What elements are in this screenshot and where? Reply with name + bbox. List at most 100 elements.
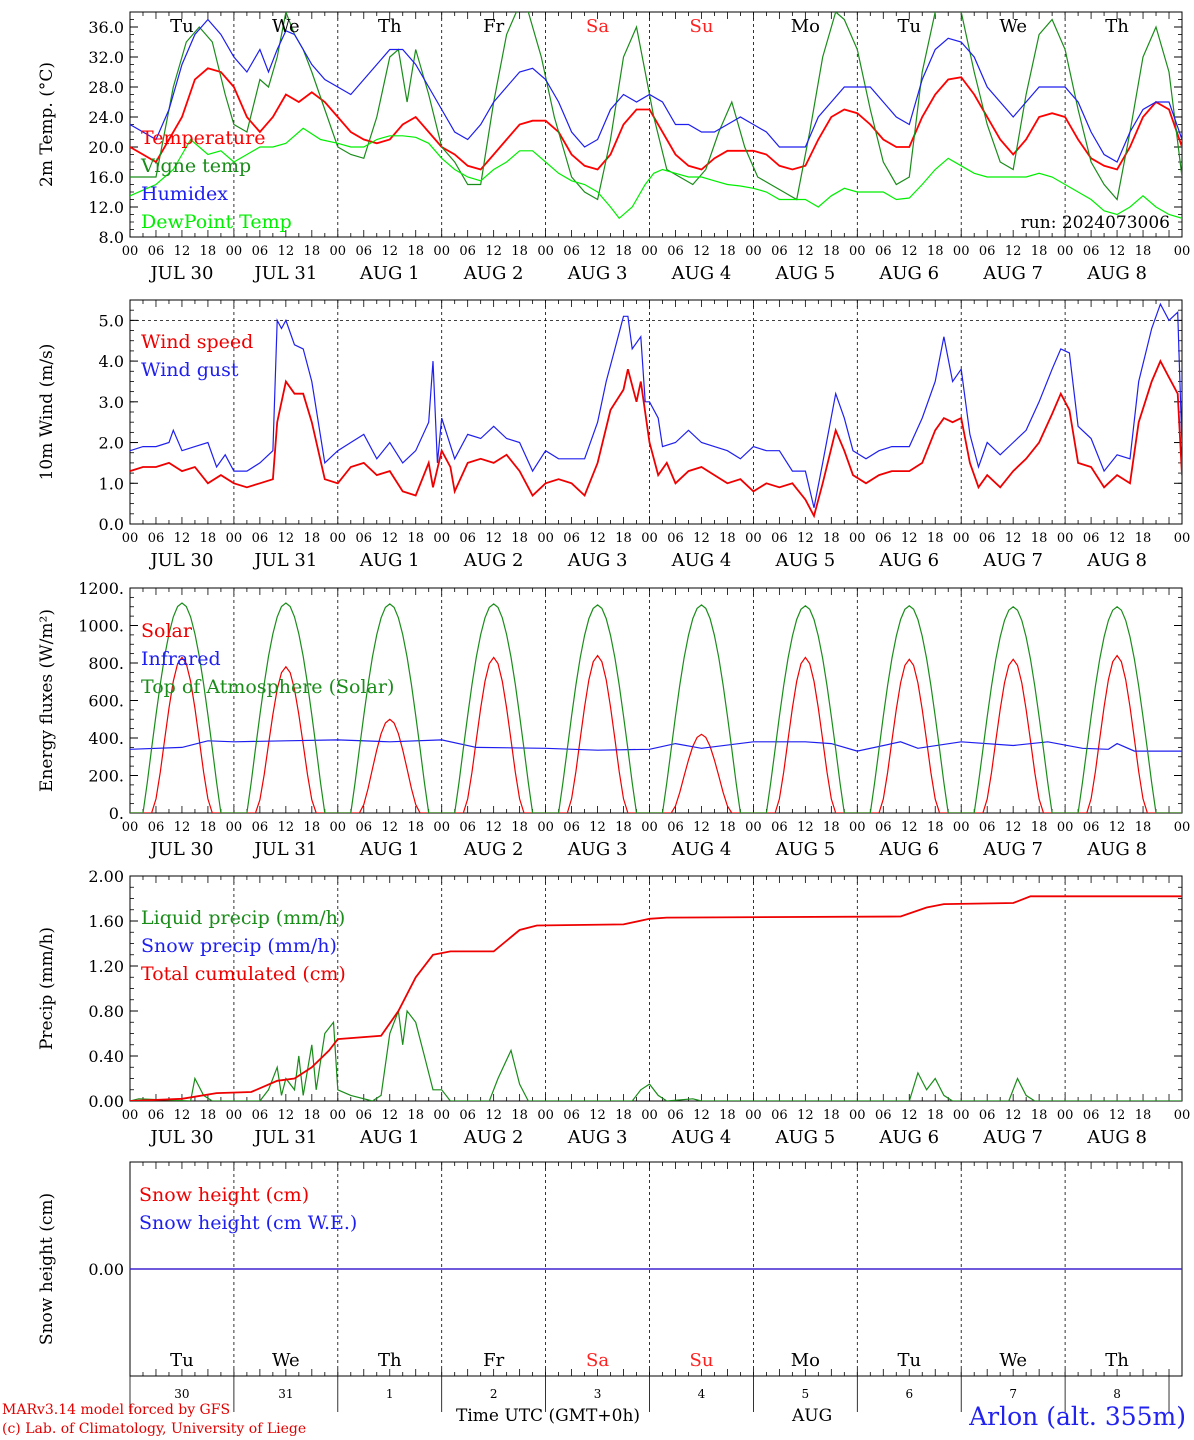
- hour-label: 18: [511, 1108, 528, 1123]
- day-number-label: 5: [802, 1387, 810, 1401]
- hour-label: 06: [667, 820, 684, 835]
- hour-label: 12: [797, 820, 814, 835]
- hour-label: 18: [407, 1108, 424, 1123]
- hour-label: 06: [459, 1108, 476, 1123]
- hour-label: 18: [407, 244, 424, 259]
- hour-label: 06: [356, 244, 373, 259]
- hour-label: 12: [693, 820, 710, 835]
- hour-label: 00: [226, 820, 243, 835]
- hour-label: 18: [927, 1108, 944, 1123]
- series-line-wind-speed: [130, 359, 1182, 519]
- date-label: AUG 5: [774, 550, 835, 571]
- y-tick-label: 12.0: [88, 198, 124, 217]
- date-label: AUG 3: [567, 1127, 628, 1148]
- date-label: AUG 8: [1086, 1127, 1147, 1148]
- legend-entry: Humidex: [141, 183, 228, 205]
- y-tick-label: 1.20: [88, 957, 124, 976]
- hour-label: 12: [1005, 531, 1022, 546]
- hour-label: 06: [667, 244, 684, 259]
- y-tick-label: 32.0: [88, 48, 124, 67]
- hour-label: 06: [1083, 531, 1100, 546]
- day-name-label: We: [272, 16, 300, 37]
- day-name-label: Sa: [586, 1350, 609, 1371]
- hour-label: 12: [901, 820, 918, 835]
- hour-label: 06: [979, 820, 996, 835]
- hour-label: 18: [615, 820, 632, 835]
- hour-label: 06: [979, 1108, 996, 1123]
- day-name-label: Sa: [586, 16, 609, 37]
- hour-label: 18: [304, 820, 321, 835]
- hour-label: 00: [433, 820, 450, 835]
- hour-label: 06: [875, 531, 892, 546]
- hour-label: 18: [719, 244, 736, 259]
- hour-label: 06: [148, 244, 165, 259]
- hour-label: 00: [226, 1108, 243, 1123]
- date-label: AUG 7: [982, 550, 1043, 571]
- date-label: AUG 6: [878, 1127, 939, 1148]
- date-label: AUG 4: [671, 839, 732, 860]
- y-axis-label: Precip (mm/h): [37, 927, 57, 1050]
- y-tick-label: 5.0: [99, 311, 124, 330]
- hour-label: 12: [1109, 820, 1126, 835]
- hour-label: 06: [875, 244, 892, 259]
- series-line-dewpoint-temp: [130, 127, 1182, 220]
- date-label: AUG 6: [878, 839, 939, 860]
- hour-label: 18: [615, 244, 632, 259]
- hour-label: 18: [823, 1108, 840, 1123]
- month-label: AUG: [792, 1406, 833, 1426]
- legend-entry: Wind gust: [141, 359, 239, 381]
- hour-label: 12: [1005, 244, 1022, 259]
- hour-label: 12: [381, 244, 398, 259]
- date-label: AUG 4: [671, 1127, 732, 1148]
- hour-label: 00: [330, 820, 347, 835]
- hour-label: 00: [1057, 1108, 1074, 1123]
- hour-label: 00: [330, 244, 347, 259]
- hour-label: 00: [641, 1108, 658, 1123]
- hour-label: 00: [122, 1108, 139, 1123]
- y-tick-label: 0.00: [88, 1092, 124, 1111]
- hour-label: 18: [1135, 244, 1152, 259]
- date-label: AUG 5: [774, 1127, 835, 1148]
- hour-label: 00: [849, 1108, 866, 1123]
- day-name-label: We: [999, 16, 1027, 37]
- hour-label: 00: [745, 531, 762, 546]
- hour-label: 18: [304, 1108, 321, 1123]
- day-name-label: Tu: [170, 16, 194, 37]
- y-tick-label: 1000.: [78, 617, 124, 636]
- hour-label: 12: [381, 1108, 398, 1123]
- hour-label: 06: [563, 531, 580, 546]
- hour-label: 18: [200, 531, 217, 546]
- hour-label: 12: [589, 244, 606, 259]
- legend-entry: Vigne temp: [140, 155, 251, 177]
- hour-label: 00: [641, 820, 658, 835]
- date-label: AUG 1: [359, 839, 420, 860]
- hour-label: 18: [615, 531, 632, 546]
- legend-entry: Snow height (cm W.E.): [139, 1212, 357, 1234]
- hour-label: 12: [485, 1108, 502, 1123]
- date-label: JUL 31: [252, 550, 317, 571]
- date-label: AUG 6: [878, 263, 939, 284]
- hour-label: 18: [511, 244, 528, 259]
- hour-label: 06: [459, 531, 476, 546]
- hour-label: 06: [563, 820, 580, 835]
- legend-entry: Snow precip (mm/h): [141, 935, 337, 957]
- hour-label: 06: [771, 531, 788, 546]
- date-label: AUG 3: [567, 550, 628, 571]
- panel-frame: [129, 299, 1183, 525]
- hour-label: 00: [537, 531, 554, 546]
- hour-label: 06: [667, 1108, 684, 1123]
- date-label: AUG 8: [1086, 263, 1147, 284]
- hour-label: 00: [953, 820, 970, 835]
- hour-label: 00: [122, 531, 139, 546]
- date-label: AUG 2: [463, 550, 524, 571]
- hour-label: 18: [1031, 244, 1048, 259]
- hour-label: 12: [797, 1108, 814, 1123]
- hour-label: 12: [485, 531, 502, 546]
- legend-entry: Liquid precip (mm/h): [141, 907, 345, 929]
- hour-label: 00: [953, 1108, 970, 1123]
- series-line-top-of-atmosphere-solar: [130, 602, 1182, 813]
- date-label: AUG 2: [463, 839, 524, 860]
- hour-label: 00: [849, 244, 866, 259]
- date-label: JUL 30: [148, 839, 213, 860]
- hour-label: 00: [1174, 1108, 1191, 1123]
